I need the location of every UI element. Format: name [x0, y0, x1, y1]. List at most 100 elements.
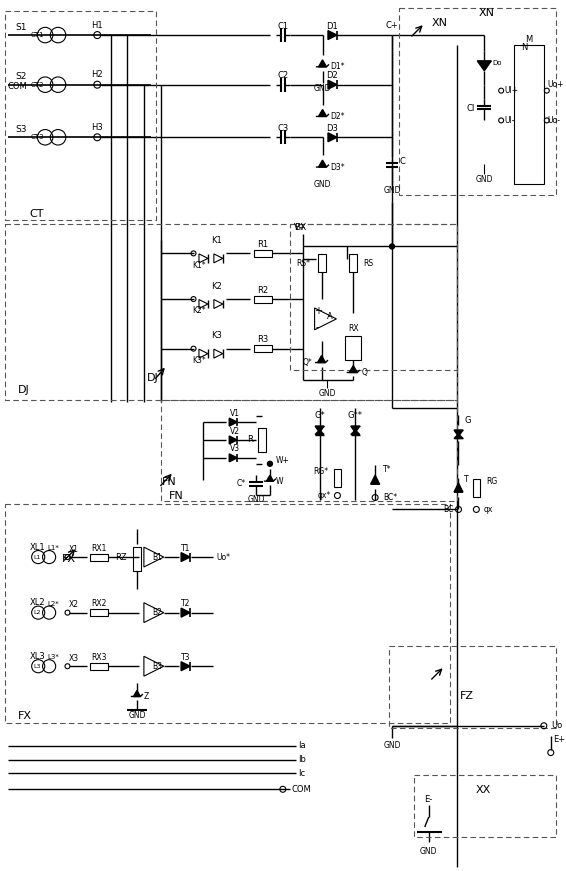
Text: C3: C3 [277, 124, 289, 133]
Text: UI+: UI+ [504, 86, 518, 95]
Polygon shape [181, 552, 190, 562]
Text: A: A [327, 313, 332, 321]
Text: GND: GND [128, 712, 145, 720]
Polygon shape [181, 608, 190, 618]
Polygon shape [134, 691, 140, 697]
Text: C: C [400, 157, 406, 165]
Polygon shape [454, 483, 463, 492]
Text: RS: RS [363, 259, 374, 267]
Text: XL2: XL2 [30, 598, 45, 607]
Text: FX: FX [62, 554, 75, 564]
Text: COM: COM [291, 785, 311, 793]
Text: V1: V1 [230, 408, 240, 418]
Text: RX1: RX1 [92, 544, 107, 552]
Polygon shape [181, 662, 190, 671]
Text: N: N [521, 44, 527, 52]
Text: R2: R2 [258, 286, 268, 294]
Polygon shape [229, 418, 237, 426]
Text: CT3: CT3 [31, 134, 45, 140]
Text: RX: RX [348, 324, 359, 334]
Text: S1: S1 [15, 23, 27, 31]
Text: CT2: CT2 [31, 82, 44, 88]
Text: FN: FN [169, 490, 183, 501]
Bar [91, 663, 108, 670]
Text: Uo: Uo [551, 721, 562, 730]
Text: DJ: DJ [18, 385, 29, 395]
Text: FN: FN [162, 476, 177, 487]
Text: C1: C1 [277, 22, 289, 30]
Text: GND: GND [420, 847, 438, 856]
Text: L3*: L3* [48, 654, 59, 660]
Text: RZ: RZ [115, 552, 127, 562]
Text: X1: X1 [68, 544, 79, 554]
Text: RX3: RX3 [92, 652, 107, 662]
Text: qx: qx [483, 505, 492, 514]
Text: T1: T1 [181, 544, 190, 552]
Text: COM: COM [8, 82, 28, 91]
Bar [254, 295, 272, 302]
Text: GND: GND [314, 180, 331, 189]
Text: +: + [314, 306, 321, 316]
Text: RG*: RG* [314, 467, 328, 476]
Text: XL3: XL3 [30, 652, 45, 661]
Text: XX: XX [475, 786, 491, 795]
Bar [133, 547, 141, 571]
Polygon shape [229, 454, 237, 462]
Text: FX: FX [18, 711, 32, 721]
Text: L1: L1 [33, 555, 40, 559]
Text: G*: G* [314, 410, 325, 420]
Text: Uo+: Uo+ [548, 80, 564, 89]
Text: CI: CI [467, 104, 475, 113]
Polygon shape [328, 80, 337, 89]
Polygon shape [371, 476, 380, 484]
Text: G: G [465, 415, 471, 425]
Polygon shape [229, 436, 237, 444]
Text: BC*: BC* [383, 493, 397, 502]
Text: GND: GND [319, 388, 336, 398]
Text: V2: V2 [230, 427, 240, 436]
Text: K3: K3 [211, 331, 222, 341]
Text: XN: XN [432, 18, 448, 28]
Text: D2*: D2* [331, 112, 345, 121]
Text: BX: BX [294, 223, 306, 232]
Text: C+: C+ [385, 21, 398, 30]
Text: K3*: K3* [192, 356, 206, 365]
Text: XN: XN [478, 8, 494, 18]
Text: Ic: Ic [298, 769, 305, 778]
Text: T3: T3 [181, 652, 190, 662]
Text: W+: W+ [276, 456, 290, 465]
Text: K1*: K1* [192, 260, 206, 270]
Text: B1: B1 [152, 552, 162, 562]
Circle shape [268, 462, 272, 466]
Polygon shape [328, 30, 337, 39]
Text: Uo*: Uo* [216, 552, 230, 562]
Polygon shape [477, 61, 491, 71]
Bar [91, 554, 108, 561]
Text: D3*: D3* [331, 163, 345, 172]
Text: V3: V3 [230, 444, 240, 454]
Polygon shape [351, 430, 360, 435]
Text: V+: V+ [294, 223, 306, 232]
Text: -: - [316, 321, 319, 332]
Text: K1: K1 [211, 236, 222, 245]
Text: GND: GND [383, 186, 401, 195]
Polygon shape [328, 132, 337, 142]
Text: K2: K2 [211, 281, 222, 291]
Polygon shape [454, 430, 463, 436]
Text: R: R [247, 436, 253, 444]
Text: S3: S3 [15, 125, 27, 134]
Text: C2: C2 [277, 71, 289, 80]
Text: W: W [276, 477, 284, 486]
Bar [334, 469, 341, 487]
Text: H1: H1 [92, 21, 103, 30]
Text: GND: GND [247, 495, 265, 504]
Text: CT: CT [30, 209, 44, 219]
Bar [349, 254, 357, 273]
Text: S2: S2 [15, 72, 26, 81]
Bar [318, 254, 325, 273]
Text: D1: D1 [327, 22, 338, 30]
Text: GND: GND [475, 175, 493, 185]
Text: Ia: Ia [298, 741, 305, 750]
Text: L2*: L2* [48, 601, 59, 607]
Text: Q*: Q* [303, 358, 312, 367]
